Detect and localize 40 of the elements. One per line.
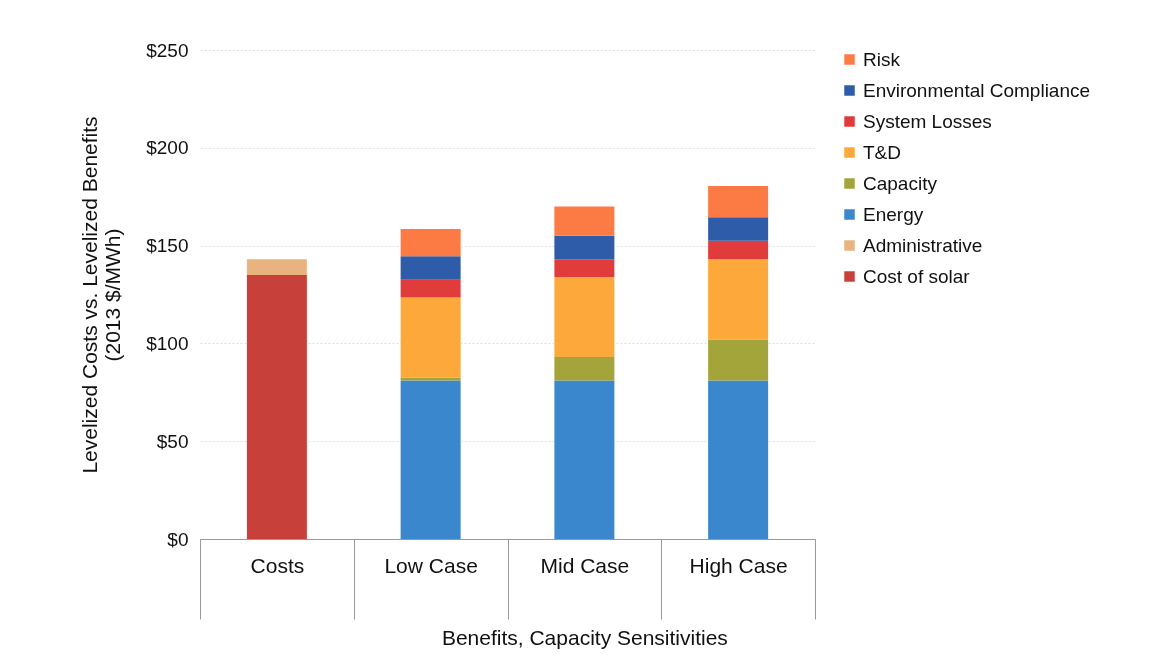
bar xyxy=(554,276,615,358)
y-tick-label: $150 xyxy=(146,235,189,257)
bar xyxy=(554,357,615,381)
bar xyxy=(400,256,461,280)
bar xyxy=(246,259,307,275)
y-axis-title: Levelized Costs vs. Levelized Benefits (2013 $/MWh) xyxy=(78,116,125,474)
y-tick-label: $100 xyxy=(146,332,189,354)
bar xyxy=(246,274,307,539)
y-tick-label: $200 xyxy=(146,137,189,159)
legend-label: T&D xyxy=(863,141,901,163)
legend-label: Risk xyxy=(863,48,901,70)
x-tick-label: Mid Case xyxy=(540,553,630,577)
bar xyxy=(708,339,769,381)
bar xyxy=(400,279,461,298)
y-tick-label: $50 xyxy=(156,430,189,452)
bar xyxy=(708,380,769,539)
legend-label: Environmental Compliance xyxy=(863,79,1091,101)
bar xyxy=(400,377,461,381)
legend-label: Capacity xyxy=(863,172,938,194)
y-tick-label: $250 xyxy=(146,39,189,61)
legend-label: Cost of solar xyxy=(863,265,971,287)
x-tick-label: Costs xyxy=(250,553,305,577)
bar xyxy=(554,259,615,277)
bar xyxy=(708,185,769,218)
bar xyxy=(400,228,461,257)
bar xyxy=(554,235,615,260)
y-tick-label: $0 xyxy=(167,528,189,550)
x-axis-title: Benefits, Capacity Sensitivities xyxy=(441,625,728,649)
bar xyxy=(554,380,615,539)
bar xyxy=(400,380,461,539)
bar xyxy=(708,240,769,260)
bar xyxy=(708,217,769,241)
legend-label: Energy xyxy=(863,203,924,225)
legend-label: Administrative xyxy=(863,234,983,256)
x-tick-label: High Case xyxy=(689,553,788,577)
x-tick-label: Low Case xyxy=(384,553,478,577)
legend-label: System Losses xyxy=(863,110,992,132)
bar xyxy=(708,259,769,340)
bar xyxy=(400,297,461,378)
bar xyxy=(554,206,615,236)
